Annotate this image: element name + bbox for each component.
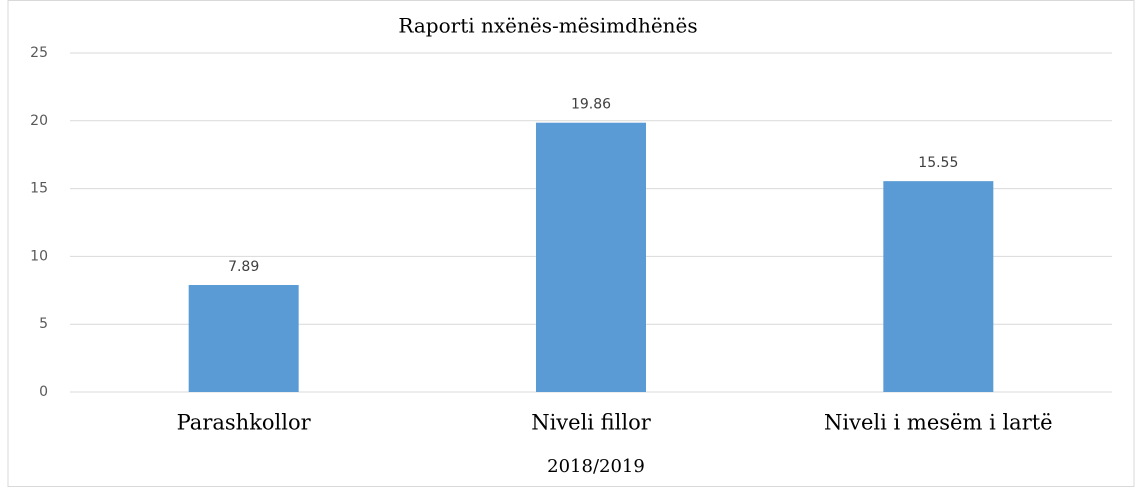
bar xyxy=(188,285,299,392)
y-tick-label: 10 xyxy=(30,248,48,264)
y-tick-label: 25 xyxy=(30,45,48,61)
data-label: 19.86 xyxy=(571,97,611,113)
x-tick-label: Parashkollor xyxy=(177,411,312,435)
y-tick-label: 5 xyxy=(39,316,48,332)
chart-title: Raporti nxënës-mësimdhënës xyxy=(398,14,697,38)
x-axis-label: 2018/2019 xyxy=(547,456,645,477)
x-tick-label: Niveli i mesëm i lartë xyxy=(824,411,1053,435)
x-tick-label: Niveli fillor xyxy=(531,411,652,435)
bar xyxy=(536,122,646,393)
data-label: 7.89 xyxy=(228,259,259,275)
y-tick-label: 20 xyxy=(30,113,48,129)
bar xyxy=(883,181,994,392)
y-tick-label: 0 xyxy=(39,384,48,400)
y-tick-label: 15 xyxy=(30,181,48,197)
data-label: 15.55 xyxy=(918,155,958,171)
